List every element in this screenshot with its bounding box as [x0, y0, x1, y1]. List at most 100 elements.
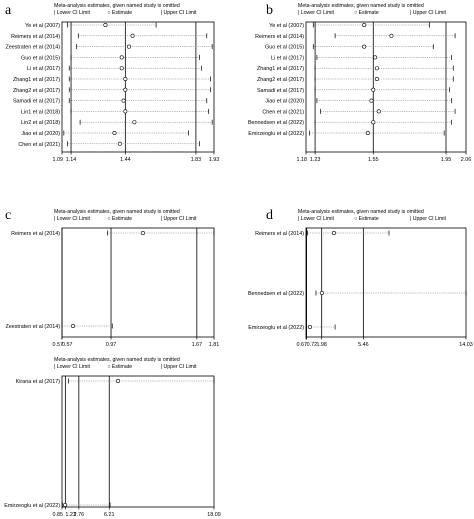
- panel-a-study-label: Zeestraten et al (2014): [5, 45, 60, 51]
- panel-b-estimate-point: [372, 88, 375, 91]
- panel-c-study-label: Zeestraten et al (2014): [5, 324, 60, 330]
- panel-a-estimate-point: [122, 99, 125, 102]
- panel-b-legend-lower: | Lower CI Limit: [298, 10, 334, 16]
- panel-d-tick-label: 1.98: [316, 342, 327, 348]
- panel-b-legend-estimate: ○ Estimate: [354, 10, 379, 16]
- panel-a-estimate-point: [124, 88, 127, 91]
- panel-b-tick-label: 2.06: [461, 157, 472, 163]
- panel-c-legend-lower: | Lower CI Limit: [54, 216, 90, 222]
- panel-e-legend-lower: | Lower CI Limit: [54, 364, 90, 370]
- panel-b-study-label: Jiao et al (2020): [265, 99, 304, 105]
- panel-e-tick-label: 6.21: [104, 512, 115, 518]
- panel-d-legend-estimate: ○ Estimate: [354, 216, 379, 222]
- panel-d-study-label: Reimers et al (2014): [255, 231, 304, 237]
- panel-b-estimate-point: [372, 121, 375, 124]
- panel-a-estimate-point: [104, 23, 107, 26]
- panel-b-frame: [306, 22, 466, 152]
- panel-a-estimate-point: [124, 110, 127, 113]
- panel-b-estimate-point: [375, 77, 378, 80]
- panel-a-study-label: Li et al (2017): [27, 66, 60, 72]
- panel-c-tick-label: 0.57: [62, 342, 73, 348]
- panel-e-tick-label: 18.09: [207, 512, 221, 518]
- panel-c-estimate-point: [141, 231, 144, 234]
- panel-a-study-label: Samadi et al (2017): [13, 99, 60, 105]
- panel-b-tick-label: 1.55: [368, 157, 379, 163]
- panel-b-study-label: Zhang1 et al (2017): [257, 66, 304, 72]
- panel-a-tick-label: 1.93: [209, 157, 220, 163]
- panel-a-study-label: Chen et al (2021): [18, 142, 60, 148]
- panel-b-study-label: Li et al (2017): [271, 55, 304, 61]
- panel-b-estimate-point: [373, 56, 376, 59]
- panel-b-study-label: Guo et al (2015): [265, 45, 304, 51]
- panel-e-study-label: Emirzeoglu et al (2022): [4, 503, 60, 509]
- panel-b-study-label: Emirzeoglu et al (2022): [248, 131, 304, 137]
- panel-b-estimate-point: [362, 23, 365, 26]
- panel-c-legend-estimate: ○ Estimate: [107, 216, 132, 222]
- panel-c-header: Meta-analysis estimates, given named stu…: [54, 209, 180, 215]
- panel-a-legend-estimate: ○ Estimate: [107, 10, 132, 16]
- panel-a-estimate-point: [133, 121, 136, 124]
- panel-a-header: Meta-analysis estimates, given named stu…: [54, 3, 180, 9]
- panel-b-study-label: Zhang2 et al (2017): [257, 77, 304, 83]
- panel-c-letter: c: [5, 208, 11, 223]
- panel-c-tick-label: 1.67: [192, 342, 203, 348]
- panel-e-legend-estimate: ○ Estimate: [107, 364, 132, 370]
- panel-d-estimate-point: [320, 291, 323, 294]
- panel-c-estimate-point: [71, 324, 74, 327]
- panel-b-tick-label: 1.23: [310, 157, 321, 163]
- panel-b-estimate-point: [366, 131, 369, 134]
- panel-a-study-label: Lin1 et al (2018): [21, 109, 60, 115]
- panel-b-tick-label: 1.18: [297, 157, 308, 163]
- panel-b-estimate-point: [377, 110, 380, 113]
- panel-d-study-label: Bennedsen et al (2022): [248, 291, 304, 297]
- panel-c-tick-label: 1.81: [209, 342, 220, 348]
- panel-a-estimate-point: [124, 77, 127, 80]
- panel-d-tick-label: 14.03: [459, 342, 473, 348]
- panel-a-tick-label: 1.83: [191, 157, 202, 163]
- panel-b-study-label: Samadi et al (2017): [257, 88, 304, 94]
- panel-b-letter: b: [266, 3, 273, 18]
- panel-a-legend-lower: | Lower CI Limit: [54, 10, 90, 16]
- panel-c-frame: [62, 228, 214, 337]
- panel-d-study-label: Emirzeoglu et al (2022): [248, 325, 304, 331]
- panel-a-estimate-point: [131, 34, 134, 37]
- panel-e-study-label: Kirana et al (2017): [16, 379, 61, 385]
- panel-d-letter: d: [266, 208, 273, 223]
- panel-a-tick-label: 1.44: [120, 157, 131, 163]
- panel-a-letter: a: [5, 3, 12, 18]
- panel-b-study-label: Ye et al (2007): [269, 23, 304, 29]
- panel-a-tick-label: 1.14: [66, 157, 77, 163]
- panel-d-estimate-point: [332, 231, 335, 234]
- panel-c-legend-upper: | Upper CI Limit: [161, 216, 197, 222]
- panel-a-study-label: Lin2 et al (2018): [21, 120, 60, 126]
- panel-e-tick-label: 2.76: [74, 512, 85, 518]
- panel-e-tick-label: 0.85: [53, 512, 64, 518]
- panel-b-header: Meta-analysis estimates, given named stu…: [298, 3, 424, 9]
- panel-a-estimate-point: [118, 142, 121, 145]
- panel-b-legend-upper: | Upper CI Limit: [410, 10, 446, 16]
- panel-a-study-label: Jiao et al (2020): [21, 131, 60, 137]
- panel-d-tick-label: 0.67: [297, 342, 308, 348]
- panel-a-study-label: Zhang1 et al (2017): [13, 77, 60, 83]
- panel-c-study-label: Reimers et al (2014): [11, 231, 60, 237]
- panel-a-tick-label: 1.09: [53, 157, 64, 163]
- panel-a-study-label: Ye et al (2007): [25, 23, 60, 29]
- panel-d-header: Meta-analysis estimates, given named stu…: [298, 209, 424, 215]
- panel-b-study-label: Bennedsen et al (2022): [248, 120, 304, 126]
- panel-a-estimate-point: [127, 45, 130, 48]
- panel-b-tick-label: 1.95: [441, 157, 452, 163]
- panel-a-estimate-point: [120, 67, 123, 70]
- panel-b-study-label: Reimers et al (2014): [255, 34, 304, 40]
- panel-d-legend-lower: | Lower CI Limit: [298, 216, 334, 222]
- panel-e-legend-upper: | Upper CI Limit: [161, 364, 197, 370]
- panel-e-estimate-point: [116, 379, 119, 382]
- panel-b-estimate-point: [375, 67, 378, 70]
- panel-a-estimate-point: [113, 131, 116, 134]
- panel-e-frame: [62, 376, 214, 507]
- panel-d-tick-label: 5.46: [358, 342, 369, 348]
- panel-d-frame: [306, 228, 466, 337]
- panel-a-study-label: Zhang2 et al (2017): [13, 88, 60, 94]
- panel-c-tick-label: 0.97: [106, 342, 117, 348]
- panel-a-legend-upper: | Upper CI Limit: [161, 10, 197, 16]
